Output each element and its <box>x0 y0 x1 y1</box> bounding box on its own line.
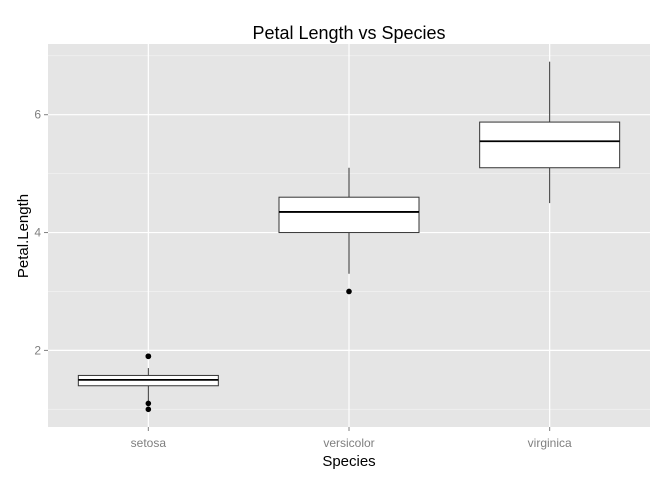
outlier-point <box>145 400 152 407</box>
y-tick-label: 2 <box>34 343 41 357</box>
x-tick-label: versicolor <box>323 436 374 450</box>
box-body <box>479 121 621 169</box>
outlier-point <box>346 288 352 295</box>
x-tick-label: setosa <box>131 436 167 450</box>
x-axis-title: Species <box>322 453 375 470</box>
box-body <box>278 196 420 234</box>
y-axis-title: Petal.Length <box>15 194 32 278</box>
y-tick-label: 6 <box>34 108 41 122</box>
box-versicolor <box>278 167 420 295</box>
box-setosa <box>77 353 219 413</box>
plot-panel: 2 4 6 setosa versicolor virginica <box>34 44 650 450</box>
chart-title: Petal Length vs Species <box>252 23 445 43</box>
outlier-point <box>145 353 152 360</box>
outlier-point <box>145 406 152 413</box>
box-virginica <box>479 61 621 204</box>
x-tick-label: virginica <box>528 436 572 450</box>
y-tick-label: 4 <box>34 226 41 240</box>
